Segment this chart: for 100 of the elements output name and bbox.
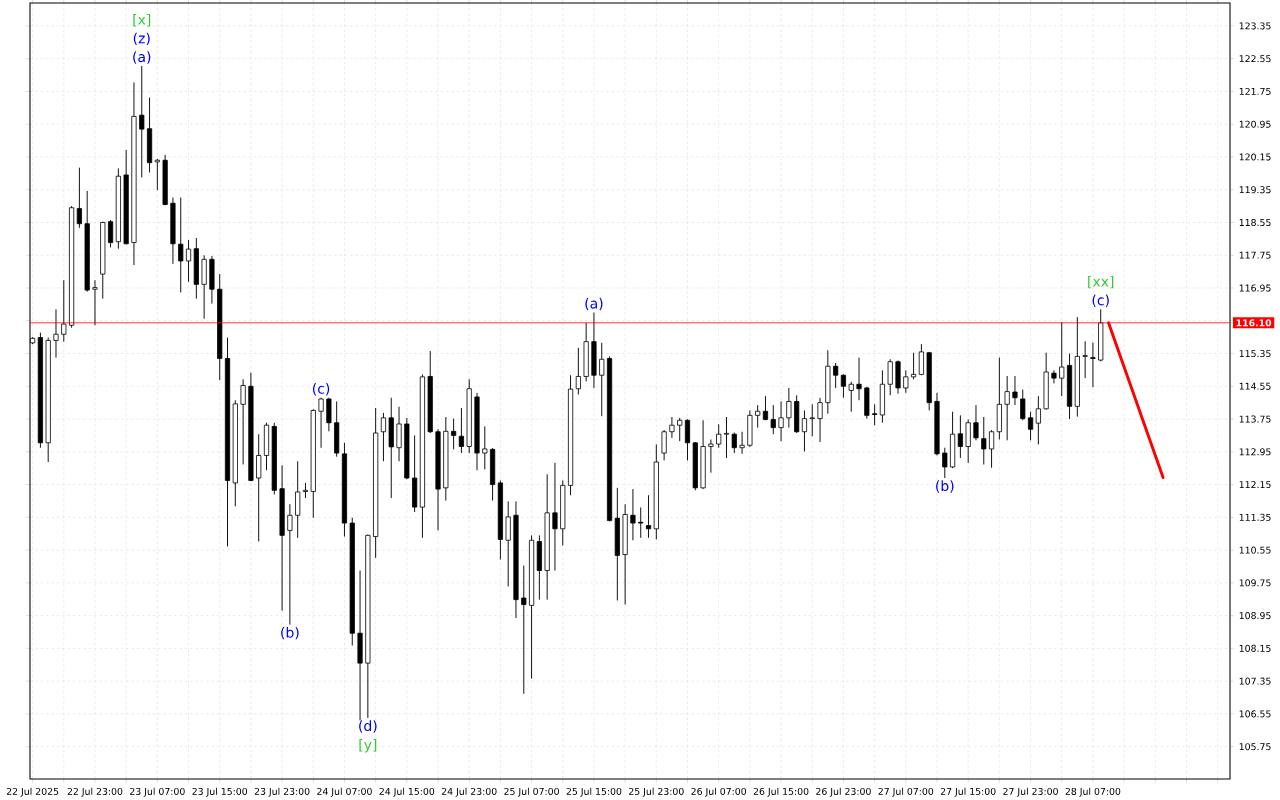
candlestick xyxy=(988,429,995,469)
candlestick xyxy=(1012,375,1018,406)
candlestick xyxy=(755,404,761,429)
x-tick-label: 22 Jul 23:00 xyxy=(67,787,123,797)
y-tick-label: 109.75 xyxy=(1239,579,1271,587)
candlestick xyxy=(903,369,909,394)
candlestick xyxy=(107,219,114,248)
y-tick-label: 113.75 xyxy=(1239,415,1271,423)
candlestick xyxy=(762,395,769,421)
candlestick xyxy=(708,439,714,474)
annotation: (a) xyxy=(585,297,603,311)
candlestick xyxy=(1035,395,1041,445)
annotation: (z) xyxy=(133,32,150,46)
candlestick xyxy=(965,418,971,464)
candlestick xyxy=(973,404,979,441)
candlestick xyxy=(957,414,963,459)
x-tick-label: 26 Jul 07:00 xyxy=(691,787,747,797)
candlestick xyxy=(801,409,808,452)
candlestick xyxy=(380,412,387,462)
y-tick-label: 120.15 xyxy=(1239,153,1271,161)
candlestick xyxy=(482,425,488,470)
candlestick xyxy=(911,352,917,380)
candlestick xyxy=(451,418,457,450)
candlestick xyxy=(1020,389,1026,421)
candlestick xyxy=(1004,375,1010,441)
candlestick xyxy=(302,482,309,499)
candlestick xyxy=(778,400,784,442)
x-tick-label: 25 Jul 23:00 xyxy=(629,787,684,797)
x-tick-label: 27 Jul 15:00 xyxy=(940,787,996,797)
candlestick xyxy=(178,197,184,293)
candlestick xyxy=(53,308,59,359)
x-tick-label: 26 Jul 15:00 xyxy=(753,787,809,797)
candlestick xyxy=(256,433,262,542)
x-tick-label: 25 Jul 15:00 xyxy=(566,787,622,797)
x-tick-label: 28 Jul 07:00 xyxy=(1065,787,1121,797)
annotation: (c) xyxy=(1092,294,1109,308)
x-tick-label: 23 Jul 15:00 xyxy=(192,787,248,797)
y-tick-label: 119.35 xyxy=(1239,186,1271,194)
annotation: (a) xyxy=(133,51,151,64)
candlestick xyxy=(396,406,402,462)
y-tick-label: 112.95 xyxy=(1239,448,1271,456)
y-tick-label: 105.75 xyxy=(1239,743,1271,751)
candlestick xyxy=(645,494,652,539)
candlestick xyxy=(731,432,737,454)
candlestick xyxy=(638,507,644,539)
candlestick xyxy=(684,418,691,461)
candlestick xyxy=(786,387,792,429)
candlestick xyxy=(521,565,527,695)
annotation: [x] xyxy=(133,13,151,27)
candlestick xyxy=(840,373,847,399)
annotation: (c) xyxy=(312,383,330,396)
candlestick xyxy=(630,488,636,541)
y-tick-label: 118.55 xyxy=(1239,218,1271,227)
y-tick-label: 108.95 xyxy=(1239,612,1271,620)
candlestick xyxy=(1051,369,1057,384)
candlestick xyxy=(677,417,683,442)
candlestick xyxy=(918,343,924,376)
x-tick-label: 25 Jul 07:00 xyxy=(504,787,559,797)
y-tick-label: 110.55 xyxy=(1239,546,1271,554)
candlestick xyxy=(848,381,854,413)
x-tick-label: 23 Jul 07:00 xyxy=(130,787,185,797)
x-tick-label: 24 Jul 07:00 xyxy=(317,787,372,797)
annotation: [y] xyxy=(359,738,377,753)
candlestick xyxy=(318,397,324,449)
y-tick-label: 108.15 xyxy=(1239,644,1271,652)
y-tick-label: 114.55 xyxy=(1239,382,1271,390)
candlestick xyxy=(723,416,730,459)
y-tick-label: 107.35 xyxy=(1239,677,1271,685)
y-tick-label: 120.95 xyxy=(1239,120,1271,128)
candlestick xyxy=(981,416,987,465)
candlestick xyxy=(1059,321,1065,397)
candlestick xyxy=(716,423,722,449)
y-tick-label: 121.75 xyxy=(1239,87,1271,95)
candlestick xyxy=(287,503,293,626)
candlestick xyxy=(76,167,82,229)
candlestick xyxy=(942,447,948,479)
candlestick xyxy=(61,279,67,343)
x-tick-label: 24 Jul 23:00 xyxy=(441,787,497,797)
y-tick-label: 111.35 xyxy=(1239,513,1271,521)
candlestick xyxy=(154,158,160,191)
y-tick-label: 122.55 xyxy=(1239,55,1271,63)
x-tick-label: 24 Jul 15:00 xyxy=(379,787,435,797)
y-tick-label: 106.55 xyxy=(1239,710,1271,718)
y-tick-label: 123.35 xyxy=(1239,22,1271,30)
annotation: (d) xyxy=(359,720,377,733)
candlestick xyxy=(92,279,98,326)
candlestick xyxy=(1027,411,1034,441)
x-tick-label: 27 Jul 23:00 xyxy=(1003,787,1058,797)
candlestick xyxy=(552,462,558,572)
y-tick-label: 112.15 xyxy=(1239,481,1271,489)
candlestick xyxy=(809,403,815,437)
candlestick xyxy=(833,362,839,389)
candlestick xyxy=(1082,340,1088,379)
candlestick xyxy=(139,65,145,178)
candlestick xyxy=(770,404,776,435)
candlestick xyxy=(240,378,246,465)
annotation: (b) xyxy=(936,480,954,493)
y-tick-label: 115.35 xyxy=(1239,350,1271,358)
x-tick-label: 26 Jul 23:00 xyxy=(816,787,871,797)
candlestick xyxy=(458,407,464,454)
